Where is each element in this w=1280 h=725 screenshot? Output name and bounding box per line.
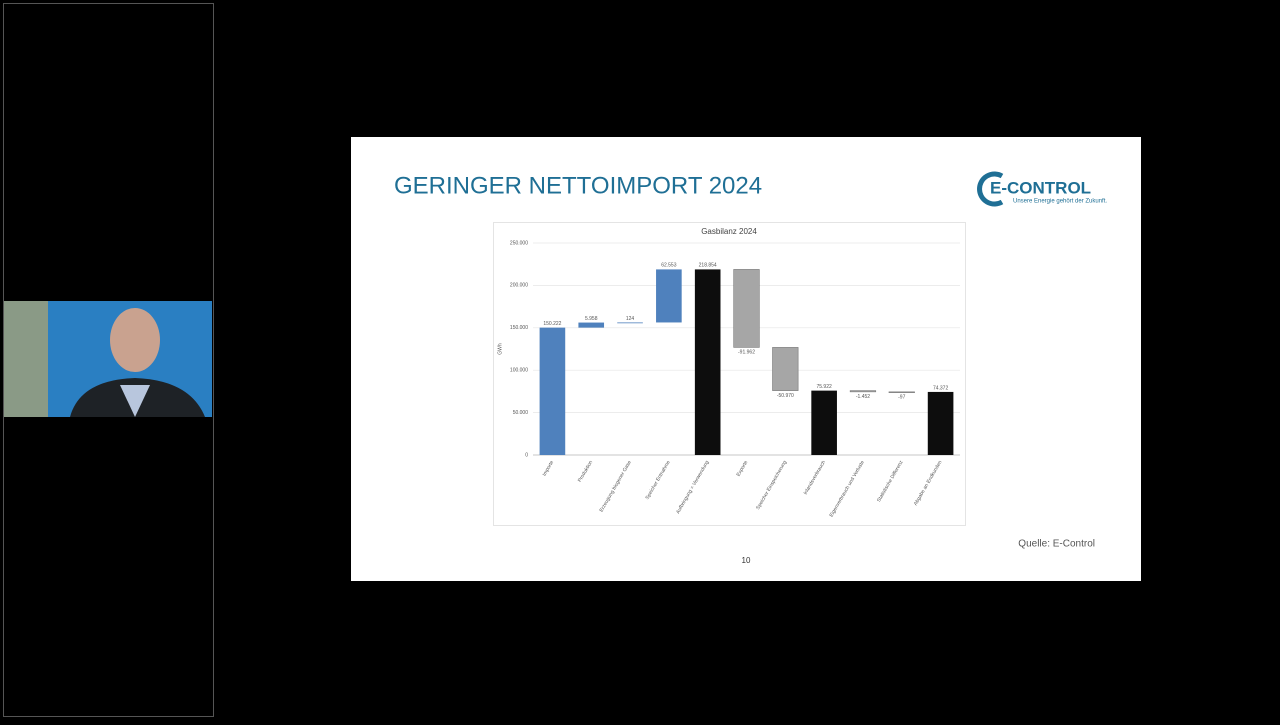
value-label: 75.922 <box>816 384 832 390</box>
chart-title: Gasbilanz 2024 <box>701 227 757 236</box>
bar <box>888 391 915 393</box>
bar <box>617 322 643 324</box>
value-label: 74.372 <box>933 385 949 391</box>
bar <box>578 322 605 328</box>
value-label: 150.222 <box>543 321 561 327</box>
value-label: 5.958 <box>585 316 598 322</box>
logo-text: E-CONTROL <box>990 178 1091 197</box>
bar <box>927 391 954 455</box>
slide-title: GERINGER NETTOIMPORT 2024 <box>394 172 762 199</box>
bar <box>539 327 566 455</box>
bar <box>694 269 721 455</box>
webcam-video <box>4 301 212 417</box>
y-tick-label: 150.000 <box>510 325 528 331</box>
logo: E-CONTROL Unsere Energie gehört der Zuku… <box>977 171 1107 207</box>
value-label: -97 <box>898 394 905 400</box>
value-label: -50.970 <box>777 393 794 399</box>
participant-tile <box>3 3 214 717</box>
bar <box>656 269 682 323</box>
y-axis-label: GWh <box>497 343 503 355</box>
y-tick-label: 100.000 <box>510 368 528 374</box>
value-label: 218.854 <box>699 263 717 269</box>
value-label: -91.962 <box>738 350 755 356</box>
y-tick-label: 50.000 <box>513 410 529 416</box>
source: Quelle: E-Control <box>1018 539 1095 550</box>
bar <box>811 390 837 455</box>
y-tick-label: 200.000 <box>510 283 528 289</box>
value-label: 62.553 <box>661 263 677 269</box>
value-label: 124 <box>626 316 635 322</box>
page-number: 10 <box>742 556 751 565</box>
bar <box>849 390 877 393</box>
bar <box>733 269 760 348</box>
chart-frame <box>493 222 966 526</box>
value-label: -1.452 <box>856 394 870 400</box>
y-tick-label: 0 <box>525 452 528 458</box>
logo-tagline: Unsere Energie gehört der Zukunft. <box>1013 199 1107 205</box>
bar <box>772 347 799 391</box>
y-tick-label: 250.000 <box>510 240 528 246</box>
